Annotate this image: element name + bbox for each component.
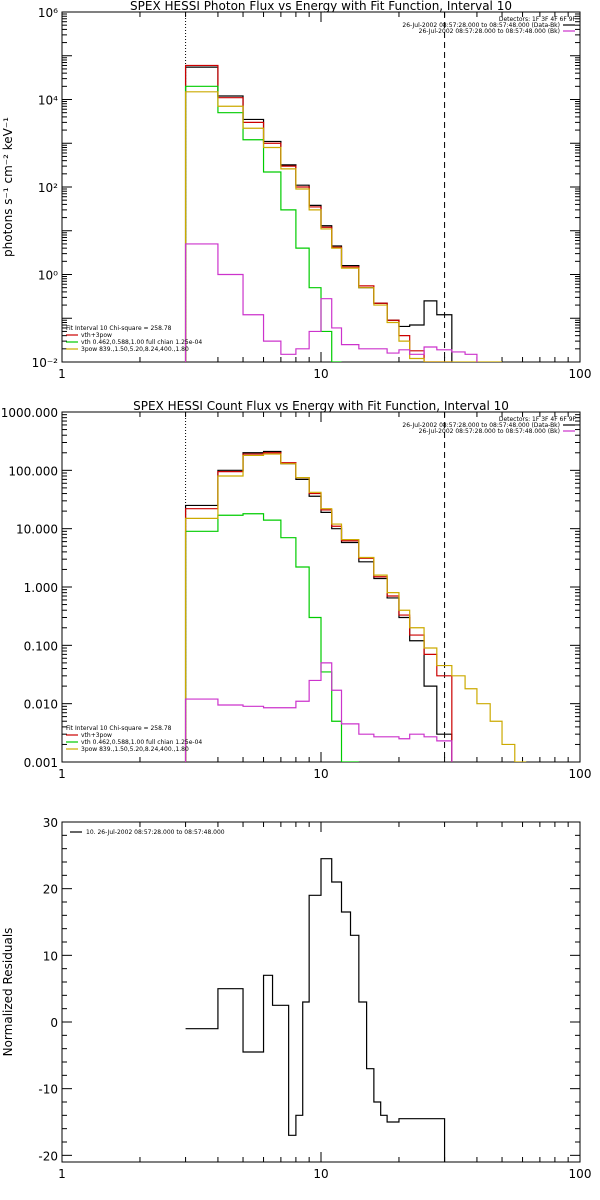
series-line-2 xyxy=(184,452,453,762)
y-axis-label: photons s⁻¹ cm⁻² keV⁻¹ xyxy=(1,117,15,257)
x-tick-label: 100 xyxy=(569,1167,592,1181)
legend-entry: 26-Jul-2002 08:57:28.000 to 08:57:48.000… xyxy=(402,422,560,429)
y-tick-label: 20 xyxy=(43,883,58,897)
y-axis-label: Normalized Residuals xyxy=(1,928,15,1057)
fit-info-header: Fit Interval 10 Chi-square = 258.78 xyxy=(66,725,172,732)
x-tick-label: 10 xyxy=(313,367,328,381)
legend-entry: 26-Jul-2002 08:57:28.000 to 08:57:48.000… xyxy=(402,22,560,29)
y-tick-label: 10⁶ xyxy=(38,6,58,20)
x-tick-label: 10 xyxy=(313,1167,328,1181)
y-tick-label: 0.010 xyxy=(24,698,58,712)
series-line-4 xyxy=(184,453,527,762)
x-tick-label: 1 xyxy=(58,367,66,381)
chart-panel-1: SPEX HESSI Photon Flux vs Energy with Fi… xyxy=(1,0,591,381)
fit-info-header: Fit Interval 10 Chi-square = 258.78 xyxy=(66,325,172,332)
y-tick-label: 10 xyxy=(43,949,58,963)
fit-info-entry: vth 0.462,0.588,1.00 full chian 1.25e-04 xyxy=(81,739,202,746)
legend-entry: 10. 26-Jul-2002 08:57:28.000 to 08:57:48… xyxy=(86,829,225,836)
x-tick-label: 1 xyxy=(58,767,66,781)
legend-entry: 26-Jul-2002 08:57:28.000 to 08:57:48.000… xyxy=(419,28,560,35)
series-line-1 xyxy=(184,450,453,762)
y-tick-label: 10⁰ xyxy=(38,269,58,283)
x-tick-label: 10 xyxy=(313,767,328,781)
series-line-1 xyxy=(184,66,453,362)
fit-info-entry: vth+3pow xyxy=(81,332,112,339)
series-line-5 xyxy=(184,243,478,362)
y-tick-label: 30 xyxy=(43,816,58,830)
series-line-2 xyxy=(184,64,452,362)
fit-info-entry: vth+3pow xyxy=(81,732,112,739)
y-tick-label: 0 xyxy=(50,1016,58,1030)
y-tick-label: -10 xyxy=(38,1083,58,1097)
y-tick-label: 10⁴ xyxy=(38,94,58,108)
legend-header: Detectors: 1F 3F 4F 6F 9F xyxy=(499,16,577,23)
y-tick-label: 0.001 xyxy=(24,756,58,770)
legend-entry: 26-Jul-2002 08:57:28.000 to 08:57:48.000… xyxy=(419,428,560,435)
fit-info-entry: 3pow 839.,1.50,5.20,8.24,400.,1.80 xyxy=(81,746,189,753)
chart-panel-3: 1 10 100 -20 -10 0 10 20 30 Normalized Residuals 1… xyxy=(1,816,591,1181)
chart-panel-2: SPEX HESSI Count Flux vs Energy with Fit… xyxy=(1,399,592,781)
y-tick-label: 10.000 xyxy=(16,523,58,537)
series-line-3 xyxy=(184,513,359,762)
y-tick-label: 1.000 xyxy=(24,581,58,595)
y-tick-label: 10² xyxy=(38,181,58,195)
series-line-1 xyxy=(185,858,446,1162)
x-tick-label: 100 xyxy=(569,367,592,381)
plot-frame xyxy=(61,411,581,763)
chart-title: SPEX HESSI Count Flux vs Energy with Fit… xyxy=(133,399,509,413)
y-tick-label: 10⁻² xyxy=(32,356,59,370)
legend-header: Detectors: 1F 3F 4F 6F 9F xyxy=(499,416,577,423)
y-tick-label: 0.100 xyxy=(24,639,58,653)
y-tick-label: -20 xyxy=(38,1149,58,1163)
x-tick-label: 100 xyxy=(569,767,592,781)
fit-info-entry: 3pow 839.,1.50,5.20,8.24,400.,1.80 xyxy=(81,346,189,353)
y-tick-label: 100.000 xyxy=(8,464,58,478)
fit-info-entry: vth 0.462,0.588,1.00 full chian 1.25e-04 xyxy=(81,339,202,346)
series-line-5 xyxy=(184,662,453,762)
series-line-4 xyxy=(184,91,503,362)
x-tick-label: 1 xyxy=(58,1167,66,1181)
y-tick-label: 1000.000 xyxy=(1,406,58,420)
chart-title: SPEX HESSI Photon Flux vs Energy with Fi… xyxy=(130,0,512,13)
